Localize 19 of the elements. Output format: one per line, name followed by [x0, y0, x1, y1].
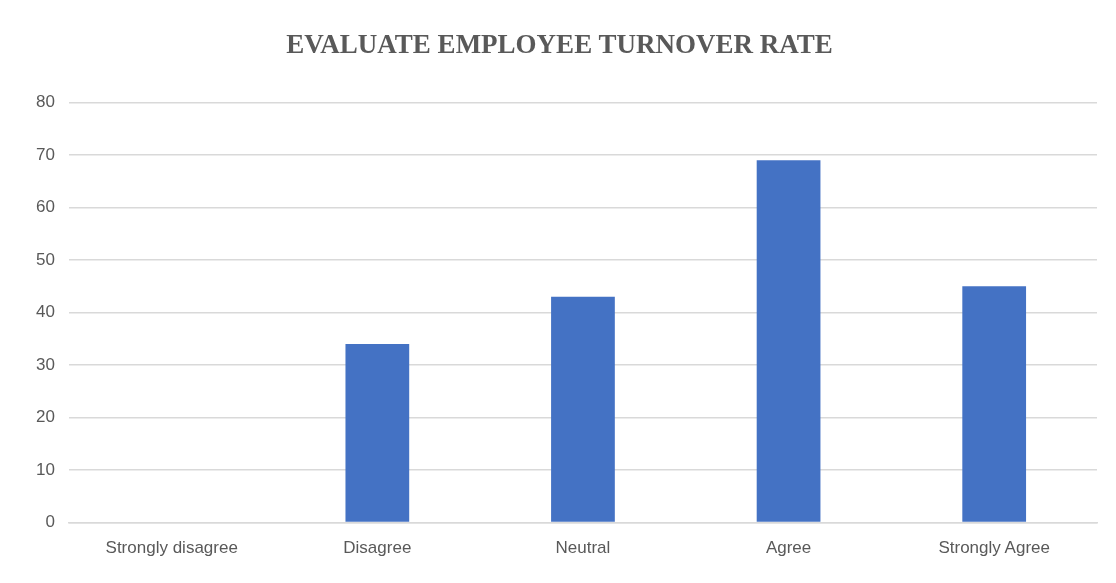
- bar: [551, 296, 615, 522]
- bar: [962, 286, 1027, 522]
- y-tick-label: 0: [45, 512, 55, 532]
- y-tick-label: 70: [35, 144, 55, 164]
- y-tick-label: 30: [35, 354, 55, 374]
- y-tick-label: 10: [35, 459, 55, 479]
- x-tick-label: Agree: [765, 538, 812, 558]
- x-tick-label: Strongly disagree: [105, 538, 238, 558]
- y-tick-label: 20: [35, 407, 55, 427]
- bar: [756, 160, 821, 522]
- x-tick-label: Disagree: [343, 538, 412, 558]
- y-tick-label: 40: [35, 302, 55, 322]
- y-tick-label: 80: [35, 92, 55, 112]
- y-tick-label: 60: [35, 197, 55, 217]
- x-tick-label: Neutral: [555, 538, 611, 558]
- y-tick-label: 50: [35, 249, 55, 269]
- chart-title: EVALUATE EMPLOYEE TURNOVER RATE: [286, 29, 833, 60]
- bar: [345, 344, 410, 522]
- x-tick-label: Strongly Agree: [938, 538, 1050, 558]
